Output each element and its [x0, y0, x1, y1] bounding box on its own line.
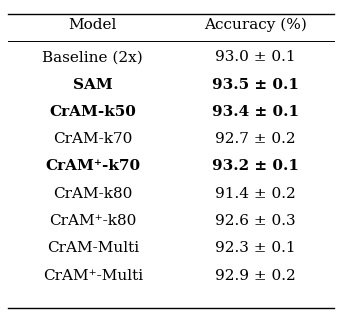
- Text: CrAM-Multi: CrAM-Multi: [47, 241, 139, 255]
- Text: 93.4 ± 0.1: 93.4 ± 0.1: [212, 105, 299, 119]
- Text: 93.2 ± 0.1: 93.2 ± 0.1: [212, 159, 299, 174]
- Text: 92.7 ± 0.2: 92.7 ± 0.2: [215, 132, 296, 146]
- Text: Model: Model: [69, 18, 117, 32]
- Text: CrAM-k70: CrAM-k70: [53, 132, 133, 146]
- Text: CrAM⁺-Multi: CrAM⁺-Multi: [43, 269, 143, 283]
- Text: Accuracy (%): Accuracy (%): [204, 17, 307, 32]
- Text: SAM: SAM: [73, 78, 113, 92]
- Text: Baseline (2x): Baseline (2x): [42, 50, 143, 64]
- Text: CrAM-k50: CrAM-k50: [49, 105, 136, 119]
- Text: 93.0 ± 0.1: 93.0 ± 0.1: [215, 50, 296, 64]
- Text: 93.5 ± 0.1: 93.5 ± 0.1: [212, 78, 299, 92]
- Text: CrAM-k80: CrAM-k80: [53, 187, 133, 201]
- Text: 91.4 ± 0.2: 91.4 ± 0.2: [215, 187, 296, 201]
- Text: CrAM⁺-k80: CrAM⁺-k80: [49, 214, 136, 228]
- Text: 92.9 ± 0.2: 92.9 ± 0.2: [215, 269, 296, 283]
- Text: 92.3 ± 0.1: 92.3 ± 0.1: [215, 241, 296, 255]
- Text: 92.6 ± 0.3: 92.6 ± 0.3: [215, 214, 296, 228]
- Text: CrAM⁺-k70: CrAM⁺-k70: [45, 159, 141, 174]
